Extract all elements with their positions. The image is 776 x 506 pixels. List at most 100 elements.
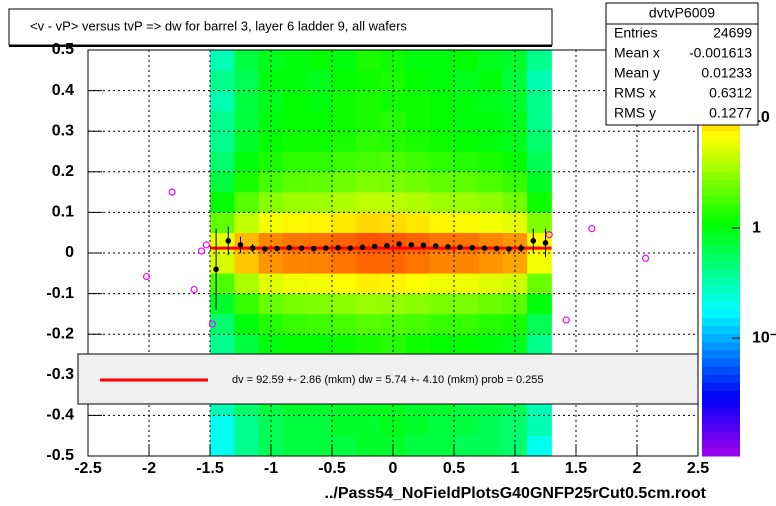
cell [356, 415, 382, 436]
cell [429, 171, 455, 193]
cell [405, 50, 430, 71]
cell [454, 313, 479, 335]
cell [502, 293, 528, 315]
color-scale-step [702, 147, 740, 157]
color-scale-step [702, 269, 740, 278]
cell [454, 232, 479, 254]
cell [405, 90, 430, 112]
cell [210, 70, 235, 91]
color-scale-step [702, 447, 740, 457]
chart-title: <v - vP> versus tvP => dw for barrel 3, … [30, 18, 407, 33]
x-tick-label: -2.5 [74, 460, 102, 477]
stats-label: Mean y [614, 65, 660, 81]
cell [356, 273, 382, 294]
cell [210, 232, 235, 254]
cell [478, 90, 504, 112]
color-scale-step [702, 163, 740, 173]
profile-point [396, 241, 402, 247]
profile-point [323, 245, 329, 251]
cell [405, 293, 430, 315]
cell [234, 50, 260, 71]
color-scale-step [702, 415, 740, 425]
cell [454, 50, 479, 71]
cell [283, 70, 308, 91]
cell [210, 435, 235, 457]
cell [429, 131, 455, 152]
stats-label: RMS x [614, 85, 656, 101]
cell [405, 110, 430, 132]
cell [332, 90, 357, 112]
cell [454, 212, 479, 233]
color-scale-step [702, 212, 740, 222]
cell [478, 313, 504, 335]
color-scale-step [702, 342, 740, 351]
cell [258, 273, 284, 294]
y-tick-label: -0.2 [46, 325, 74, 342]
cell [478, 50, 504, 71]
stats-value: 0.01233 [701, 65, 752, 81]
cell [332, 273, 357, 294]
cell [283, 90, 308, 112]
stats-value: -0.001613 [689, 45, 752, 61]
cell [356, 110, 382, 132]
cell [332, 293, 357, 315]
cell [210, 334, 235, 355]
x-tick-label: -2 [142, 460, 156, 477]
title-shadow [9, 45, 552, 47]
cell [527, 151, 552, 173]
profile-point [298, 245, 305, 251]
cell [283, 232, 308, 254]
cell [454, 334, 479, 355]
y-tick-label: -0.4 [46, 407, 74, 424]
y-tick-label: -0.1 [46, 285, 74, 302]
cell [478, 212, 504, 233]
cell [380, 192, 406, 213]
cell [356, 90, 382, 112]
cell [429, 232, 455, 254]
cell [429, 192, 455, 213]
cell [405, 70, 430, 91]
color-scale-step [702, 293, 740, 303]
cell [283, 151, 308, 173]
cell [356, 232, 382, 254]
cell [307, 232, 333, 254]
cell [478, 253, 504, 274]
cell [210, 415, 235, 436]
cell [502, 212, 528, 233]
cell [405, 253, 430, 274]
cell [234, 273, 260, 294]
cell [332, 253, 357, 274]
profile-point [542, 240, 549, 246]
cell [332, 192, 357, 213]
cell [356, 212, 382, 233]
cell [478, 192, 504, 213]
color-scale-step [702, 317, 740, 327]
cell [429, 273, 455, 294]
cell [429, 70, 455, 91]
outlier-point [562, 316, 570, 324]
cell [527, 212, 552, 233]
y-tick-label: -0.3 [46, 366, 74, 383]
cell [283, 334, 308, 355]
cell [429, 334, 455, 355]
cell [527, 253, 552, 274]
color-scale-step [702, 423, 740, 433]
profile-point [432, 243, 439, 249]
profile-point [237, 242, 244, 248]
cell [234, 212, 260, 233]
cell [332, 334, 357, 355]
cell [332, 50, 357, 71]
cell [283, 273, 308, 294]
cell [454, 110, 479, 132]
stats-box [605, 2, 759, 126]
color-scale-step [702, 374, 740, 384]
cell [502, 192, 528, 213]
cell [258, 192, 284, 213]
cell [527, 435, 552, 457]
y-tick-label: 0.1 [52, 204, 74, 221]
cell [210, 50, 235, 71]
cell [332, 232, 357, 254]
cell [234, 192, 260, 213]
